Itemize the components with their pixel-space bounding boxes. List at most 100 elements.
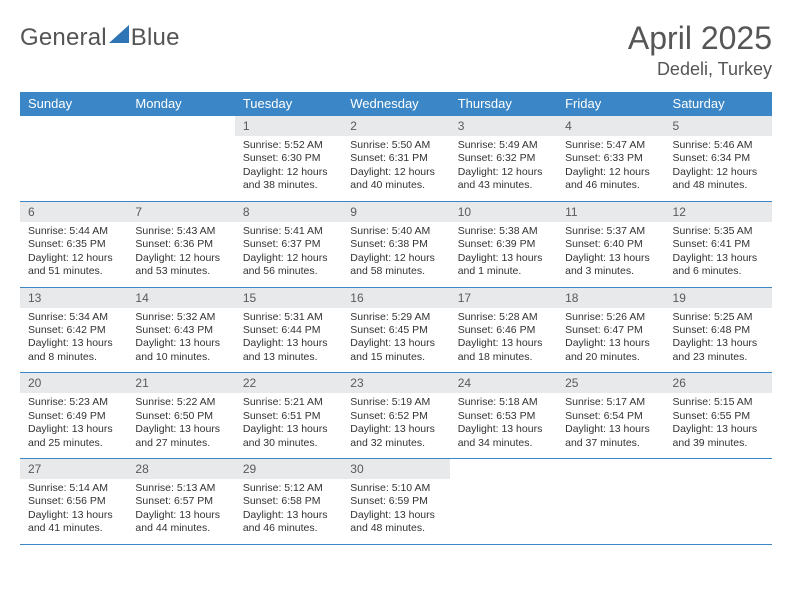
sunrise-text: Sunrise: 5:18 AM (458, 396, 549, 409)
sunrise-text: Sunrise: 5:19 AM (350, 396, 441, 409)
weekday-head: Thursday (450, 92, 557, 116)
daylight-text: Daylight: 12 hours and 48 minutes. (673, 166, 764, 193)
sunrise-text: Sunrise: 5:28 AM (458, 311, 549, 324)
daylight-text: Daylight: 13 hours and 48 minutes. (350, 509, 441, 536)
sunrise-text: Sunrise: 5:44 AM (28, 225, 119, 238)
sunset-text: Sunset: 6:47 PM (565, 324, 656, 337)
day-body: Sunrise: 5:14 AMSunset: 6:56 PMDaylight:… (20, 479, 127, 544)
day-body: Sunrise: 5:38 AMSunset: 6:39 PMDaylight:… (450, 222, 557, 287)
calendar-cell: 17Sunrise: 5:28 AMSunset: 6:46 PMDayligh… (450, 287, 557, 373)
weekday-head: Monday (127, 92, 234, 116)
daylight-text: Daylight: 13 hours and 13 minutes. (243, 337, 334, 364)
sunrise-text: Sunrise: 5:52 AM (243, 139, 334, 152)
day-body: Sunrise: 5:29 AMSunset: 6:45 PMDaylight:… (342, 308, 449, 373)
sunset-text: Sunset: 6:30 PM (243, 152, 334, 165)
location-label: Dedeli, Turkey (628, 59, 772, 80)
calendar-cell: 7Sunrise: 5:43 AMSunset: 6:36 PMDaylight… (127, 201, 234, 287)
weekday-head: Sunday (20, 92, 127, 116)
calendar-cell: . (557, 459, 664, 545)
day-number: 4 (557, 116, 664, 136)
sunset-text: Sunset: 6:34 PM (673, 152, 764, 165)
sunrise-text: Sunrise: 5:26 AM (565, 311, 656, 324)
sunset-text: Sunset: 6:31 PM (350, 152, 441, 165)
sunrise-text: Sunrise: 5:22 AM (135, 396, 226, 409)
day-body: Sunrise: 5:18 AMSunset: 6:53 PMDaylight:… (450, 393, 557, 458)
daylight-text: Daylight: 13 hours and 20 minutes. (565, 337, 656, 364)
day-body: Sunrise: 5:21 AMSunset: 6:51 PMDaylight:… (235, 393, 342, 458)
day-number: 26 (665, 373, 772, 393)
day-body: Sunrise: 5:17 AMSunset: 6:54 PMDaylight:… (557, 393, 664, 458)
day-body: Sunrise: 5:22 AMSunset: 6:50 PMDaylight:… (127, 393, 234, 458)
calendar-cell: 6 Sunrise: 5:44 AMSunset: 6:35 PMDaylight… (20, 201, 127, 287)
sunrise-text: Sunrise: 5:43 AM (135, 225, 226, 238)
day-number: 2 (342, 116, 449, 136)
calendar-cell: 1Sunrise: 5:52 AMSunset: 6:30 PMDaylight… (235, 116, 342, 202)
sunset-text: Sunset: 6:59 PM (350, 495, 441, 508)
daylight-text: Daylight: 13 hours and 44 minutes. (135, 509, 226, 536)
sunset-text: Sunset: 6:43 PM (135, 324, 226, 337)
day-body: Sunrise: 5:52 AMSunset: 6:30 PMDaylight:… (235, 136, 342, 201)
sunset-text: Sunset: 6:49 PM (28, 410, 119, 423)
day-body: Sunrise: 5:41 AMSunset: 6:37 PMDaylight:… (235, 222, 342, 287)
day-body: Sunrise: 5:31 AMSunset: 6:44 PMDaylight:… (235, 308, 342, 373)
sunset-text: Sunset: 6:46 PM (458, 324, 549, 337)
sunset-text: Sunset: 6:48 PM (673, 324, 764, 337)
calendar-cell: . (665, 459, 772, 545)
sunrise-text: Sunrise: 5:49 AM (458, 139, 549, 152)
day-body: Sunrise: 5:23 AMSunset: 6:49 PMDaylight:… (20, 393, 127, 458)
daylight-text: Daylight: 13 hours and 10 minutes. (135, 337, 226, 364)
sunrise-text: Sunrise: 5:50 AM (350, 139, 441, 152)
sunset-text: Sunset: 6:35 PM (28, 238, 119, 251)
calendar-cell: . (127, 116, 234, 202)
daylight-text: Daylight: 12 hours and 58 minutes. (350, 252, 441, 279)
sunrise-text: Sunrise: 5:17 AM (565, 396, 656, 409)
logo: General Blue (20, 24, 180, 52)
calendar-row: 6Sunrise: 5:44 AMSunset: 6:35 PMDaylight… (20, 201, 772, 287)
daylight-text: Daylight: 12 hours and 40 minutes. (350, 166, 441, 193)
day-number: 6 (20, 202, 127, 222)
daylight-text: Daylight: 13 hours and 34 minutes. (458, 423, 549, 450)
day-number: 18 (557, 288, 664, 308)
calendar-cell: 24Sunrise: 5:18 AMSunset: 6:53 PMDayligh… (450, 373, 557, 459)
sunset-text: Sunset: 6:37 PM (243, 238, 334, 251)
sunset-text: Sunset: 6:33 PM (565, 152, 656, 165)
day-number: 10 (450, 202, 557, 222)
daylight-text: Daylight: 13 hours and 23 minutes. (673, 337, 764, 364)
calendar-cell: 8Sunrise: 5:41 AMSunset: 6:37 PMDaylight… (235, 201, 342, 287)
daylight-text: Daylight: 13 hours and 46 minutes. (243, 509, 334, 536)
day-number: 30 (342, 459, 449, 479)
brand-text-1: General (20, 24, 107, 52)
day-number: 16 (342, 288, 449, 308)
sunset-text: Sunset: 6:38 PM (350, 238, 441, 251)
sail-icon (109, 25, 129, 48)
calendar-cell: 23Sunrise: 5:19 AMSunset: 6:52 PMDayligh… (342, 373, 449, 459)
sunrise-text: Sunrise: 5:38 AM (458, 225, 549, 238)
day-number: 24 (450, 373, 557, 393)
day-body: Sunrise: 5:10 AMSunset: 6:59 PMDaylight:… (342, 479, 449, 544)
daylight-text: Daylight: 12 hours and 38 minutes. (243, 166, 334, 193)
header: General Blue April 2025 Dedeli, Turkey (20, 20, 772, 80)
sunrise-text: Sunrise: 5:29 AM (350, 311, 441, 324)
page-title: April 2025 (628, 20, 772, 57)
calendar-cell: 13Sunrise: 5:34 AMSunset: 6:42 PMDayligh… (20, 287, 127, 373)
calendar-cell: . (450, 459, 557, 545)
sunset-text: Sunset: 6:32 PM (458, 152, 549, 165)
calendar-cell: 30Sunrise: 5:10 AMSunset: 6:59 PMDayligh… (342, 459, 449, 545)
daylight-text: Daylight: 12 hours and 46 minutes. (565, 166, 656, 193)
sunset-text: Sunset: 6:50 PM (135, 410, 226, 423)
daylight-text: Daylight: 12 hours and 51 minutes. (28, 252, 119, 279)
calendar-cell: 2 Sunrise: 5:50 AMSunset: 6:31 PMDaylight… (342, 116, 449, 202)
day-body: Sunrise: 5:13 AMSunset: 6:57 PMDaylight:… (127, 479, 234, 544)
daylight-text: Daylight: 13 hours and 6 minutes. (673, 252, 764, 279)
weekday-head: Saturday (665, 92, 772, 116)
day-body: Sunrise: 5:47 AMSunset: 6:33 PMDaylight:… (557, 136, 664, 201)
sunset-text: Sunset: 6:42 PM (28, 324, 119, 337)
sunset-text: Sunset: 6:52 PM (350, 410, 441, 423)
calendar-cell: 21Sunrise: 5:22 AMSunset: 6:50 PMDayligh… (127, 373, 234, 459)
sunrise-text: Sunrise: 5:47 AM (565, 139, 656, 152)
sunrise-text: Sunrise: 5:37 AM (565, 225, 656, 238)
sunrise-text: Sunrise: 5:15 AM (673, 396, 764, 409)
sunrise-text: Sunrise: 5:12 AM (243, 482, 334, 495)
daylight-text: Daylight: 13 hours and 27 minutes. (135, 423, 226, 450)
day-body: Sunrise: 5:49 AMSunset: 6:32 PMDaylight:… (450, 136, 557, 201)
